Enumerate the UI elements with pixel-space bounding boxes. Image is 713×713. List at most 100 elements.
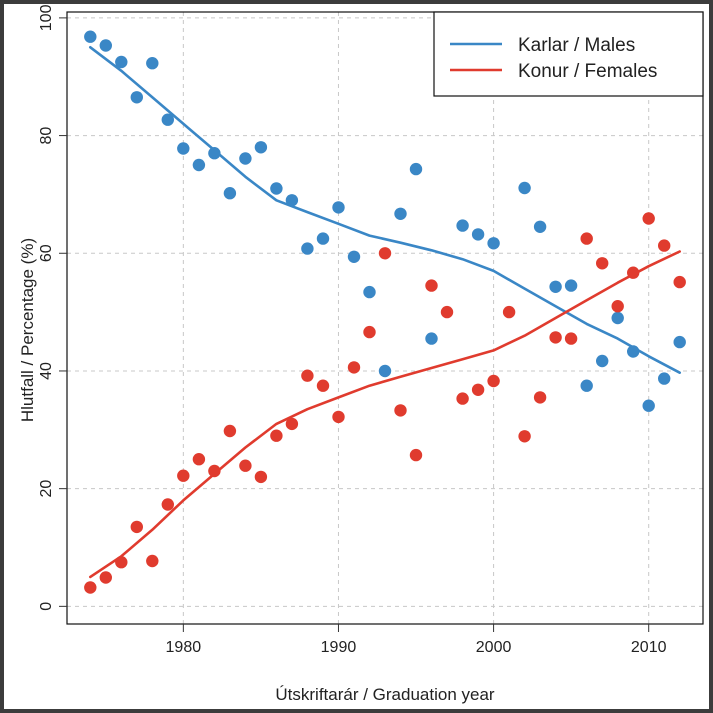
point-males [363, 285, 376, 299]
point-females [363, 325, 376, 339]
point-males [564, 279, 578, 292]
point-females [487, 374, 500, 388]
point-females [440, 305, 454, 319]
y-tick-label: 100 [38, 4, 55, 31]
point-females [161, 498, 174, 511]
point-females [378, 247, 392, 260]
point-males [270, 182, 283, 195]
x-axis: 1980 1990 2000 2010 [166, 624, 667, 656]
point-females [642, 212, 655, 225]
point-females [471, 383, 485, 396]
point-males [347, 250, 361, 263]
point-males [580, 379, 593, 392]
point-females [580, 232, 593, 245]
point-males [239, 152, 252, 165]
point-males [627, 345, 640, 358]
point-males [84, 30, 97, 43]
point-females [518, 430, 531, 443]
point-males [378, 364, 392, 378]
y-tick-label: 80 [38, 127, 55, 145]
point-males [487, 237, 500, 250]
point-males [254, 141, 268, 154]
point-males [208, 147, 221, 160]
point-females [130, 520, 143, 534]
legend-label-males: Karlar / Males [518, 35, 635, 56]
point-males [394, 207, 407, 220]
point-males [177, 142, 190, 155]
point-females [285, 417, 299, 431]
point-females [254, 470, 268, 484]
data-points [84, 30, 686, 594]
plot-frame [66, 11, 704, 625]
x-tick-label: 1990 [321, 639, 357, 656]
point-females [533, 391, 547, 404]
point-females [84, 581, 97, 594]
trend-lines [89, 46, 681, 579]
point-males [533, 220, 547, 233]
trend-line-females [89, 250, 681, 579]
point-males [192, 158, 206, 172]
point-females [270, 429, 283, 442]
point-males [115, 55, 128, 69]
x-tick-label: 2010 [631, 639, 667, 656]
point-females [192, 453, 206, 466]
point-males [285, 194, 299, 207]
x-tick-label: 1980 [166, 639, 202, 656]
legend-label-females: Konur / Females [518, 61, 657, 82]
trend-line-males [89, 46, 681, 374]
point-females [658, 239, 671, 252]
point-males [425, 332, 438, 345]
point-females [347, 361, 361, 374]
point-males [316, 232, 330, 245]
point-males [332, 201, 345, 214]
y-tick-label: 20 [38, 480, 55, 498]
y-tick-label: 0 [38, 602, 55, 611]
point-females [146, 554, 159, 568]
point-males [596, 354, 609, 368]
legend: Karlar / Males Konur / Females [433, 11, 704, 97]
y-axis: 0 20 40 60 80 100 [38, 4, 67, 611]
point-females [223, 424, 237, 438]
point-males [409, 162, 423, 176]
point-females [409, 448, 423, 462]
point-females [627, 266, 640, 279]
point-males [456, 219, 469, 232]
x-tick-label: 2000 [476, 639, 512, 656]
point-females [673, 275, 686, 289]
point-males [673, 335, 686, 349]
point-males [611, 311, 624, 325]
point-males [161, 113, 174, 126]
point-males [301, 242, 314, 255]
x-axis-title: Útskriftarár / Graduation year [275, 685, 495, 704]
point-females [208, 464, 221, 478]
point-females [99, 571, 113, 584]
point-males [518, 181, 531, 195]
y-axis-title: Hlutfall / Percentage (%) [18, 238, 37, 422]
point-females [332, 410, 345, 424]
point-females [239, 459, 252, 472]
point-females [115, 556, 128, 569]
point-females [596, 257, 609, 270]
point-males [642, 399, 655, 412]
point-females [425, 279, 438, 292]
point-males [99, 39, 113, 52]
point-females [611, 300, 624, 313]
point-males [549, 280, 562, 293]
point-males [471, 228, 485, 241]
point-females [301, 369, 314, 382]
point-females [456, 392, 469, 405]
point-females [177, 469, 190, 482]
gridlines [67, 12, 703, 624]
y-tick-label: 40 [38, 362, 55, 380]
point-females [549, 331, 562, 344]
point-females [394, 404, 407, 417]
legend-box [433, 11, 704, 97]
point-males [658, 372, 671, 385]
point-males [146, 57, 159, 70]
point-males [223, 187, 237, 200]
point-females [502, 305, 516, 319]
point-males [130, 91, 143, 104]
